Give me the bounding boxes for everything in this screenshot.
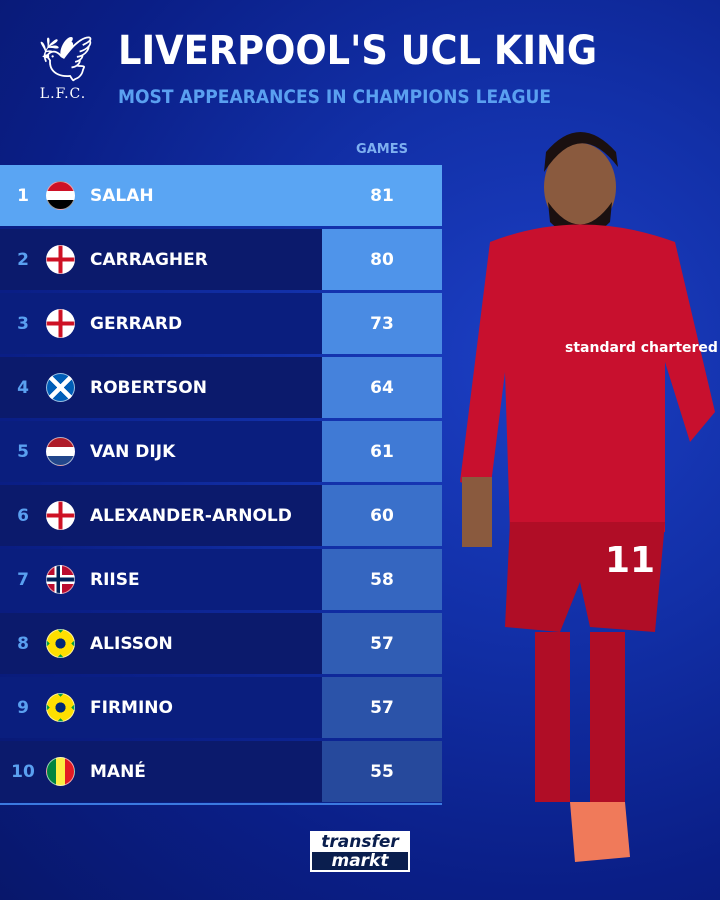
player-shorts <box>505 522 665 632</box>
norway-flag-icon <box>46 565 75 594</box>
rank: 2 <box>17 249 29 270</box>
games-value: 73 <box>322 293 442 354</box>
rank: 5 <box>17 441 29 462</box>
games-value: 55 <box>322 741 442 802</box>
games-value: 81 <box>370 185 394 206</box>
table-row: 7 RIISE 58 <box>0 549 442 610</box>
player-name: CARRAGHER <box>90 249 208 270</box>
scotland-flag-icon <box>46 373 75 402</box>
player-shirt <box>460 224 715 532</box>
player-head <box>544 143 616 231</box>
table-row: 1 SALAH 81 <box>0 165 442 226</box>
shirt-number: 11 <box>605 540 655 581</box>
rank: 3 <box>17 313 29 334</box>
games-value: 80 <box>322 229 442 290</box>
lfc-logo: 🕊 L.F.C. <box>38 34 94 112</box>
table-row: 6 ALEXANDER-ARNOLD 60 <box>0 485 442 546</box>
games-value: 61 <box>322 421 442 482</box>
table-row: 8 ALISSON 57 <box>0 613 442 674</box>
rank: 10 <box>11 761 35 782</box>
liverbird-icon: 🕊 <box>38 34 94 85</box>
player-name: RIISE <box>90 569 140 590</box>
player-boots <box>570 802 630 862</box>
games-value: 58 <box>322 549 442 610</box>
shirt-sponsor: standard chartered <box>565 340 718 356</box>
england-flag-icon <box>46 245 75 274</box>
brazil-flag-icon <box>46 693 75 722</box>
table-row: 3 GERRARD 73 <box>0 293 442 354</box>
rank: 7 <box>17 569 29 590</box>
table-divider <box>0 803 442 805</box>
player-name: VAN DIJK <box>90 441 176 462</box>
brazil-flag-icon <box>46 629 75 658</box>
logo-text: L.F.C. <box>39 86 87 102</box>
rank: 1 <box>17 185 29 206</box>
games-value: 60 <box>322 485 442 546</box>
player-name: ALISSON <box>90 633 173 654</box>
player-name: ROBERTSON <box>90 377 207 398</box>
egypt-flag-icon <box>46 181 75 210</box>
table-row: 2 CARRAGHER 80 <box>0 229 442 290</box>
rank: 9 <box>17 697 29 718</box>
senegal-flag-icon <box>46 757 75 786</box>
table-row: 5 VAN DIJK 61 <box>0 421 442 482</box>
player-name: FIRMINO <box>90 697 173 718</box>
table-row: 10 MANÉ 55 <box>0 741 442 802</box>
player-name: MANÉ <box>90 761 146 782</box>
england-flag-icon <box>46 309 75 338</box>
rank: 6 <box>17 505 29 526</box>
netherlands-flag-icon <box>46 437 75 466</box>
page-title: LIVERPOOL'S UCL KING <box>118 28 598 74</box>
table-row: 4 ROBERTSON 64 <box>0 357 442 418</box>
rank: 4 <box>17 377 29 398</box>
player-name: ALEXANDER-ARNOLD <box>90 505 292 526</box>
games-value: 57 <box>322 613 442 674</box>
player-name: GERRARD <box>90 313 183 334</box>
games-value: 64 <box>322 357 442 418</box>
player-name: SALAH <box>90 185 154 206</box>
table-row: 9 FIRMINO 57 <box>0 677 442 738</box>
transfermarkt-logo: transfer markt <box>310 831 410 872</box>
england-flag-icon <box>46 501 75 530</box>
page-subtitle: MOST APPEARANCES IN CHAMPIONS LEAGUE <box>118 86 552 108</box>
games-value: 57 <box>322 677 442 738</box>
player-image: 11 standard chartered <box>460 132 718 862</box>
games-column-header: GAMES <box>356 142 408 157</box>
rank: 8 <box>17 633 29 654</box>
